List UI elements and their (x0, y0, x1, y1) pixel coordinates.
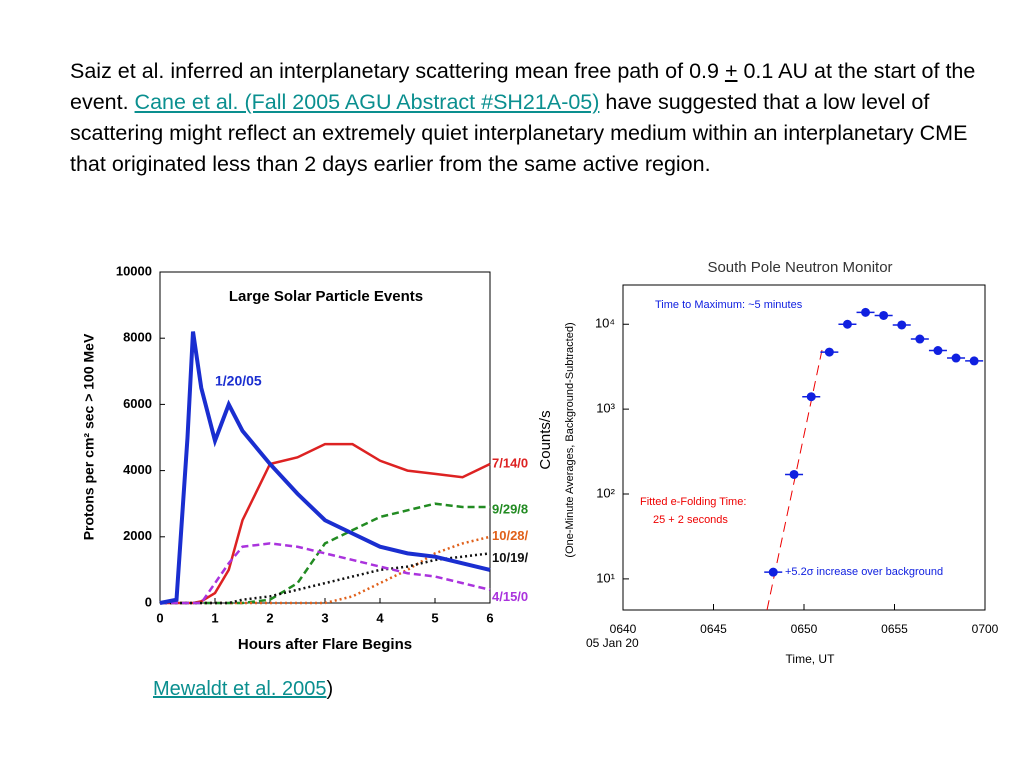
link[interactable]: Cane et al. (Fall 2005 AGU Abstract #SH2… (134, 90, 600, 114)
y-tick-label: 0 (145, 594, 152, 609)
series-line (160, 502, 490, 605)
annotation: +5.2σ increase over background (785, 566, 943, 578)
x-tick-label: 6 (486, 610, 493, 625)
x-tick-label: 0655 (881, 622, 908, 636)
series-label: 4/15/0 (492, 589, 528, 604)
annotation: Time to Maximum: ~5 minutes (655, 299, 803, 311)
x-tick-label: 2 (266, 610, 273, 625)
left-chart: 0 2000 4000 6000 8000 10000 0 1 2 3 4 5 6 Large Solar… (81, 263, 529, 653)
chart-title: South Pole Neutron Monitor (707, 259, 892, 276)
x-tick-label: 5 (431, 610, 438, 625)
x-sublabel: 05 Jan 20 (586, 636, 639, 650)
y-tick-label: 10³ (596, 401, 615, 416)
x-tick-label: 4 (376, 610, 384, 625)
annotation: 25 + 2 seconds (653, 514, 728, 526)
plot-frame (622, 284, 986, 611)
y-axis-label: Protons per cm² sec > 100 MeV (81, 333, 97, 540)
fit-line (766, 349, 823, 611)
y-tick-label: 10¹ (596, 570, 615, 585)
data-point (861, 307, 871, 317)
y-tick-label: 4000 (123, 462, 152, 477)
x-tick-label: 3 (321, 610, 328, 625)
series-line (160, 442, 491, 605)
chart-title: Large Solar Particle Events (229, 288, 423, 305)
series-line (160, 542, 491, 605)
x-tick-label: 1 (211, 610, 218, 625)
text: 0.1 AU at the start of the event. (70, 59, 976, 114)
data-point (768, 567, 778, 577)
x-tick-label: 0 (156, 610, 163, 625)
x-tick-label: 0640 (610, 622, 637, 636)
caption: Mewaldt et al. 2005) (153, 678, 333, 701)
series-line (160, 535, 491, 605)
y-tick-label: 6000 (123, 396, 152, 411)
x-tick-label: 0645 (700, 622, 727, 636)
y-tick-label: 10² (596, 485, 615, 500)
data-point (933, 346, 943, 356)
series-line (160, 552, 491, 605)
data-point (951, 353, 961, 363)
data-point (824, 347, 834, 357)
series-label: 10/28/ (492, 528, 529, 543)
data-point (897, 320, 907, 330)
link[interactable]: Mewaldt et al. 2005 (153, 678, 327, 700)
series-label: 10/19/ (492, 550, 529, 565)
x-axis-label: Hours after Flare Begins (238, 636, 412, 653)
annotation: Fitted e-Folding Time: (640, 496, 746, 508)
right-chart: 10¹ 10² 10³ 10⁴ 0640 0645 0650 0655 0700 05 Jan 2… (537, 259, 999, 666)
series-line (159, 331, 491, 605)
y-tick-label: 2000 (123, 528, 152, 543)
y-tick-label: 10000 (116, 263, 152, 278)
data-point (789, 469, 799, 479)
plot-frame (159, 271, 491, 604)
data-point (969, 356, 979, 366)
text: + (724, 59, 738, 83)
y-tick-label: 8000 (123, 330, 152, 345)
x-tick-label: 0700 (972, 622, 999, 636)
x-axis-label: Time, UT (786, 652, 836, 666)
data-point (915, 334, 925, 344)
text: Saiz et al. inferred an interplanetary s… (70, 59, 725, 83)
series-label: 7/14/0 (492, 455, 528, 470)
x-tick-label: 0650 (791, 622, 818, 636)
data-point (879, 310, 889, 320)
series-label: 9/29/8 (492, 501, 528, 516)
body-text: Saiz et al. inferred an interplanetary s… (70, 56, 990, 180)
data-point (806, 392, 816, 402)
data-point (842, 319, 852, 329)
y-axis-label: Counts/s (537, 410, 554, 469)
annotation: 1/20/05 (215, 373, 262, 389)
text: have suggested that a low level of scatt… (70, 90, 968, 176)
y-tick-label: 10⁴ (595, 316, 615, 331)
y-axis-label: (One-Minute Averages, Background-Subtrac… (564, 322, 576, 557)
text: ) (326, 678, 334, 700)
